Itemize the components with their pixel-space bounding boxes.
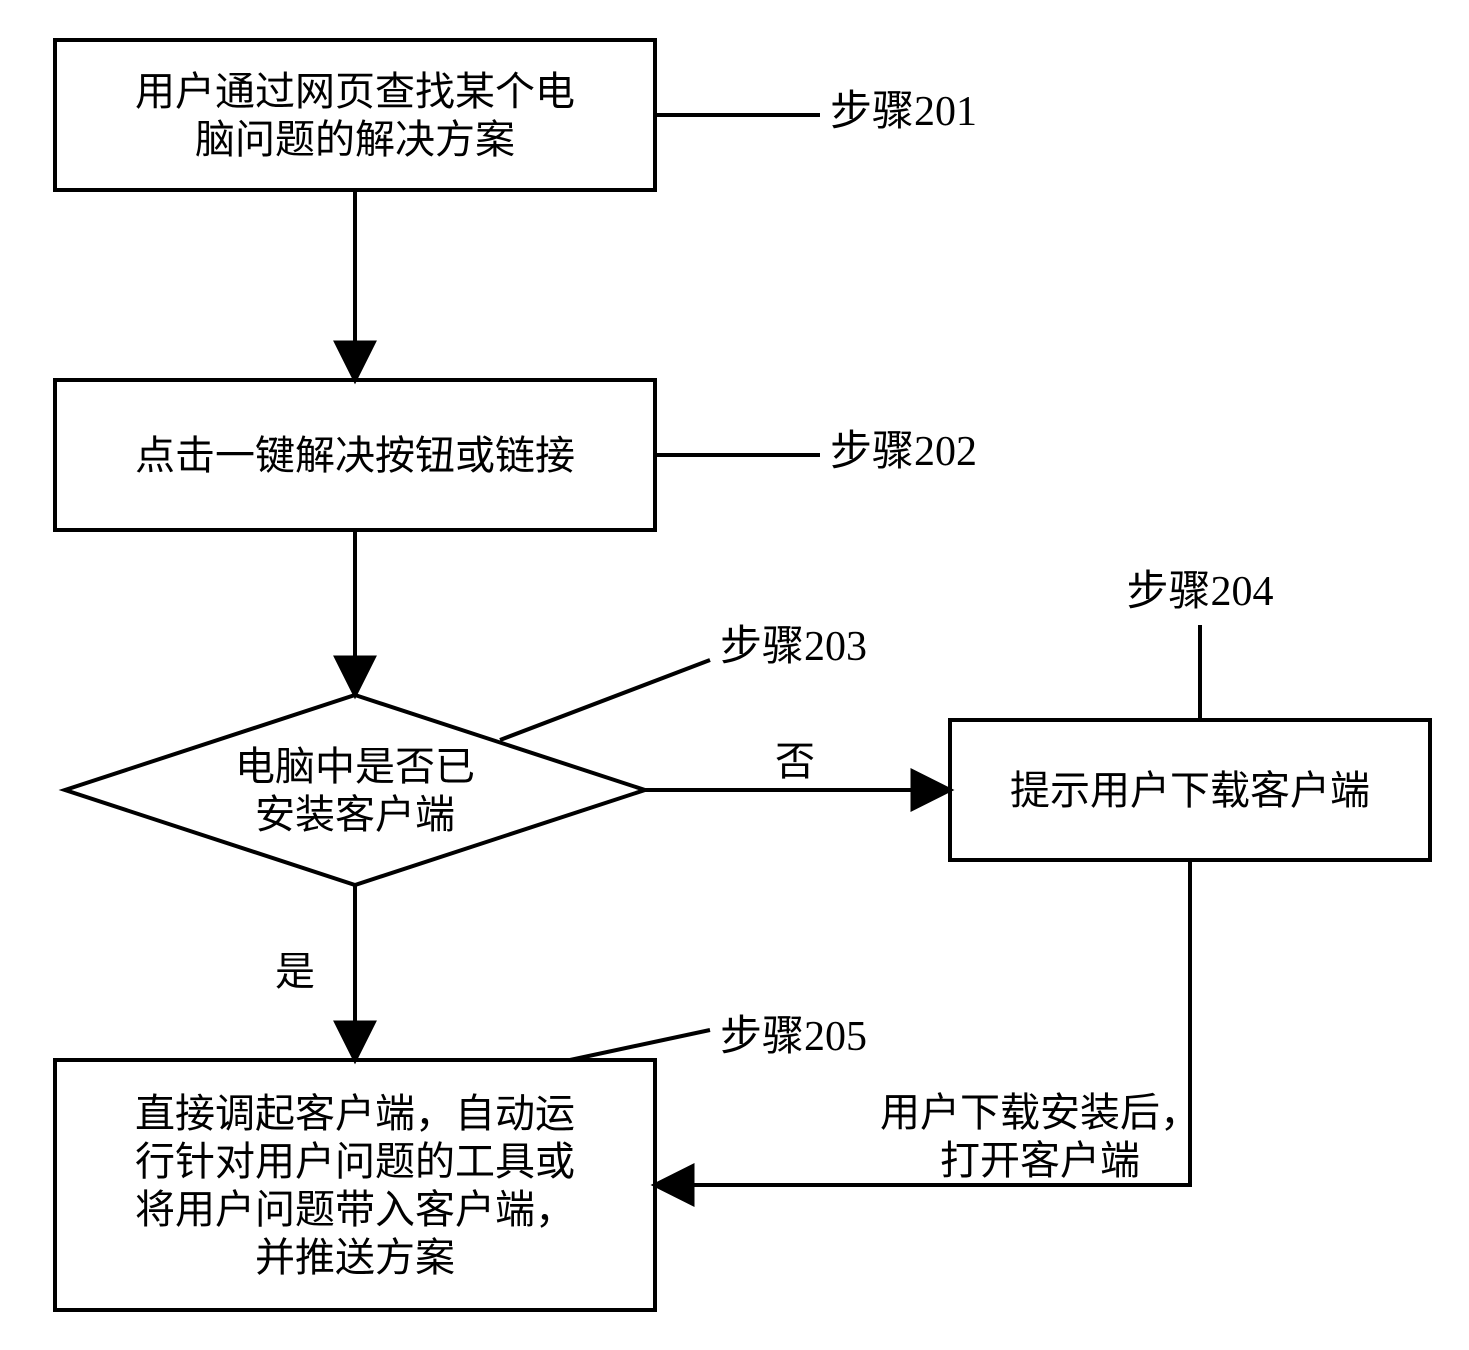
edge-label-e_204_205: 用户下载安装后，打开客户端 <box>880 1090 1200 1183</box>
edge-label-e_203_205: 是 <box>275 949 315 994</box>
edge-e_203_204: 否 <box>645 739 950 790</box>
step-label-l203: 步骤203 <box>500 624 867 740</box>
edge-e_203_205: 是 <box>275 885 355 1060</box>
edge-label-e_203_204: 否 <box>775 739 815 784</box>
step-label-l204: 步骤204 <box>1126 569 1273 720</box>
node-text-n201: 用户通过网页查找某个电脑问题的解决方案 <box>135 69 575 162</box>
node-diamond-n203 <box>65 695 645 885</box>
step-leader-l203 <box>500 660 710 740</box>
step-leader-l205 <box>570 1030 710 1060</box>
node-n204: 提示用户下载客户端 <box>950 720 1430 860</box>
node-text-n205: 直接调起客户端，自动运行针对用户问题的工具或将用户问题带入客户端，并推送方案 <box>135 1091 575 1280</box>
node-text-n204: 提示用户下载客户端 <box>1010 768 1370 813</box>
step-label-text-l201: 步骤201 <box>830 89 977 135</box>
step-label-text-l204: 步骤204 <box>1126 569 1273 615</box>
node-n201: 用户通过网页查找某个电脑问题的解决方案 <box>55 40 655 190</box>
step-label-text-l202: 步骤202 <box>830 429 977 475</box>
step-label-text-l205: 步骤205 <box>720 1014 867 1060</box>
node-n205: 直接调起客户端，自动运行针对用户问题的工具或将用户问题带入客户端，并推送方案 <box>55 1060 655 1310</box>
step-label-l202: 步骤202 <box>655 429 977 475</box>
node-n203: 电脑中是否已安装客户端 <box>65 695 645 885</box>
node-text-n202: 点击一键解决按钮或链接 <box>135 433 575 478</box>
step-label-l205: 步骤205 <box>570 1014 867 1060</box>
step-label-text-l203: 步骤203 <box>720 624 867 670</box>
node-rect-n201 <box>55 40 655 190</box>
step-label-l201: 步骤201 <box>655 89 977 135</box>
node-text-n203: 电脑中是否已安装客户端 <box>235 744 475 837</box>
node-n202: 点击一键解决按钮或链接 <box>55 380 655 530</box>
